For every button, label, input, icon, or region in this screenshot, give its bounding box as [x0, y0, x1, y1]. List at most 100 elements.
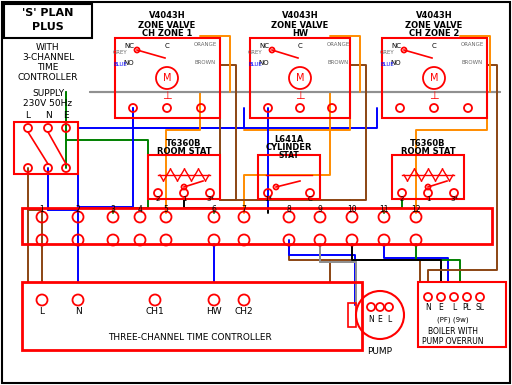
Text: STAT: STAT — [279, 152, 300, 161]
Text: CH1: CH1 — [145, 308, 164, 316]
Text: 10: 10 — [347, 206, 357, 214]
Text: GREY: GREY — [380, 50, 394, 55]
Text: GREY: GREY — [113, 50, 127, 55]
Text: CH2: CH2 — [234, 308, 253, 316]
Text: NC: NC — [124, 43, 134, 49]
Text: ⊥: ⊥ — [295, 91, 305, 101]
Text: SUPPLY: SUPPLY — [32, 89, 64, 97]
Text: L: L — [387, 315, 391, 323]
Text: 1*: 1* — [264, 196, 272, 202]
Text: 2: 2 — [156, 196, 160, 202]
Text: TIME: TIME — [37, 62, 59, 72]
Text: 1: 1 — [39, 206, 45, 214]
Text: (PF) (9w): (PF) (9w) — [437, 317, 469, 323]
Text: E: E — [439, 303, 443, 311]
Text: E: E — [378, 315, 382, 323]
Text: N: N — [425, 303, 431, 311]
Text: ORANGE: ORANGE — [460, 42, 484, 47]
Text: 5: 5 — [163, 206, 168, 214]
Text: M: M — [163, 73, 171, 83]
Text: ZONE VALVE: ZONE VALVE — [271, 20, 329, 30]
Bar — [392, 155, 464, 199]
Text: 12: 12 — [411, 206, 421, 214]
Text: CYLINDER: CYLINDER — [266, 144, 312, 152]
Text: L: L — [39, 308, 45, 316]
Text: ZONE VALVE: ZONE VALVE — [138, 20, 196, 30]
Bar — [258, 155, 320, 199]
Text: SL: SL — [476, 303, 484, 311]
Text: 1: 1 — [426, 196, 430, 202]
Text: M: M — [296, 73, 304, 83]
Text: HW: HW — [292, 30, 308, 38]
Text: 7: 7 — [242, 206, 246, 214]
Text: C: C — [165, 43, 169, 49]
Bar — [22, 208, 492, 244]
Text: ROOM STAT: ROOM STAT — [157, 147, 211, 156]
Bar — [22, 282, 362, 350]
Text: 4: 4 — [138, 206, 142, 214]
Text: N: N — [75, 308, 81, 316]
Text: C: C — [432, 43, 436, 49]
Text: NO: NO — [391, 60, 401, 66]
Text: L: L — [452, 303, 456, 311]
Text: 6: 6 — [211, 206, 217, 214]
Text: L641A: L641A — [274, 136, 304, 144]
Text: BLUE: BLUE — [113, 62, 127, 67]
Text: 3*: 3* — [206, 196, 214, 202]
Bar — [418, 282, 506, 347]
Text: 'S' PLAN: 'S' PLAN — [23, 8, 74, 18]
Text: 8: 8 — [287, 206, 291, 214]
Text: T6360B: T6360B — [410, 139, 446, 149]
Text: ORANGE: ORANGE — [194, 42, 217, 47]
Text: BROWN: BROWN — [327, 60, 349, 65]
Text: M: M — [430, 73, 438, 83]
Text: PUMP OVERRUN: PUMP OVERRUN — [422, 338, 484, 346]
Text: BLUE: BLUE — [380, 62, 394, 67]
Text: BLUE: BLUE — [248, 62, 262, 67]
Text: 2: 2 — [76, 206, 80, 214]
Text: NO: NO — [124, 60, 134, 66]
Text: V4043H: V4043H — [148, 12, 185, 20]
Bar — [382, 38, 487, 118]
Text: V4043H: V4043H — [282, 12, 318, 20]
Text: 3-CHANNEL: 3-CHANNEL — [22, 52, 74, 62]
Text: 9: 9 — [317, 206, 323, 214]
Bar — [4, 4, 92, 38]
Text: HW: HW — [206, 308, 222, 316]
Text: L: L — [26, 112, 31, 121]
Text: GREY: GREY — [248, 50, 262, 55]
Text: N: N — [45, 112, 51, 121]
Text: CONTROLLER: CONTROLLER — [18, 72, 78, 82]
Text: T6360B: T6360B — [166, 139, 202, 149]
Text: V4043H: V4043H — [416, 12, 452, 20]
Text: 2: 2 — [400, 196, 404, 202]
Text: CH ZONE 1: CH ZONE 1 — [142, 30, 192, 38]
Text: BOILER WITH: BOILER WITH — [428, 328, 478, 336]
Bar — [148, 155, 220, 199]
Text: ROOM STAT: ROOM STAT — [401, 147, 455, 156]
Text: C: C — [308, 196, 312, 202]
Text: 1: 1 — [182, 196, 186, 202]
Text: C: C — [297, 43, 303, 49]
Text: N: N — [368, 315, 374, 323]
Text: 3*: 3* — [450, 196, 458, 202]
Text: WITH: WITH — [36, 42, 60, 52]
Bar — [348, 303, 356, 327]
Text: E: E — [63, 112, 69, 121]
Text: PLUS: PLUS — [32, 22, 64, 32]
Text: ⊥: ⊥ — [162, 91, 172, 101]
Text: 11: 11 — [379, 206, 389, 214]
Text: NC: NC — [391, 43, 401, 49]
Text: ZONE VALVE: ZONE VALVE — [406, 20, 463, 30]
Text: ⊥: ⊥ — [429, 91, 439, 101]
Bar — [115, 38, 220, 118]
Bar — [250, 38, 350, 118]
Text: PUMP: PUMP — [368, 348, 393, 357]
Text: NO: NO — [259, 60, 269, 66]
Text: THREE-CHANNEL TIME CONTROLLER: THREE-CHANNEL TIME CONTROLLER — [108, 333, 272, 341]
Text: PL: PL — [462, 303, 472, 311]
Text: 3: 3 — [111, 206, 115, 214]
Text: ORANGE: ORANGE — [326, 42, 350, 47]
Text: BROWN: BROWN — [195, 60, 216, 65]
Text: BROWN: BROWN — [461, 60, 483, 65]
